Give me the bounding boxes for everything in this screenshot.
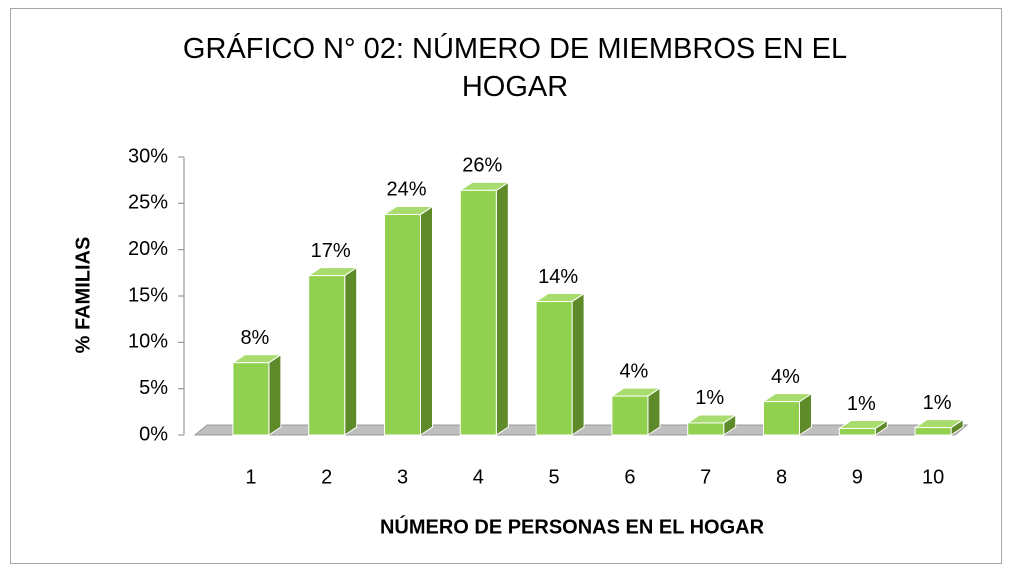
bar-side xyxy=(571,292,585,436)
bar-front xyxy=(914,427,952,436)
bar-side xyxy=(268,353,282,436)
y-tick-label: 15% xyxy=(128,284,168,306)
value-label: 4% xyxy=(771,366,800,388)
bar-front xyxy=(535,301,573,436)
y-axis-title: % FAMILIAS xyxy=(72,237,94,354)
value-label: 8% xyxy=(240,327,269,349)
chart-frame xyxy=(10,8,1002,564)
bar xyxy=(382,205,435,436)
bar xyxy=(458,181,510,436)
value-label: 24% xyxy=(386,179,426,201)
bar-front xyxy=(232,362,270,436)
bar-front xyxy=(459,189,497,436)
bar xyxy=(686,414,738,436)
bar xyxy=(761,392,814,436)
x-tick-label: 2 xyxy=(321,466,332,488)
chart-title: GRÁFICO N° 02: NÚMERO DE MIEMBROS EN EL … xyxy=(182,33,848,103)
y-tick-label: 30% xyxy=(128,145,168,167)
bar-side xyxy=(344,266,358,436)
x-tick-label: 7 xyxy=(700,466,711,488)
bar-front xyxy=(384,213,421,436)
value-label: 26% xyxy=(462,155,502,177)
bar-side xyxy=(495,181,509,436)
x-tick-label: 5 xyxy=(549,466,560,488)
bar-front xyxy=(687,422,725,436)
y-tick-label: 5% xyxy=(139,377,168,399)
x-tick-label: 3 xyxy=(397,466,408,488)
bar xyxy=(913,418,965,436)
y-tick-label: 20% xyxy=(128,238,168,260)
bar-front xyxy=(838,428,876,436)
bar xyxy=(231,353,283,436)
bar-side xyxy=(420,205,433,436)
value-label: 1% xyxy=(923,392,952,414)
y-tick-label: 10% xyxy=(128,331,168,353)
bar xyxy=(610,387,662,436)
bar xyxy=(307,266,359,436)
y-tick-label: 0% xyxy=(139,423,168,445)
x-tick-label: 1 xyxy=(245,466,256,488)
bar-front xyxy=(611,395,649,436)
bar xyxy=(534,292,586,436)
x-tick-label: 4 xyxy=(473,466,484,488)
x-tick-label: 10 xyxy=(922,466,944,488)
x-tick-label: 6 xyxy=(624,466,635,488)
value-label: 1% xyxy=(695,387,724,409)
value-label: 17% xyxy=(311,240,351,262)
value-label: 1% xyxy=(847,393,876,415)
x-tick-label: 9 xyxy=(852,466,863,488)
x-tick-label: 8 xyxy=(776,466,787,488)
y-tick-label: 25% xyxy=(128,192,168,214)
value-label: 4% xyxy=(619,360,648,382)
bar-front xyxy=(763,401,800,436)
value-label: 14% xyxy=(538,266,578,288)
bar-front xyxy=(308,275,346,436)
bar xyxy=(837,419,889,436)
x-axis-title: NÚMERO DE PERSONAS EN EL HOGAR xyxy=(380,514,765,538)
